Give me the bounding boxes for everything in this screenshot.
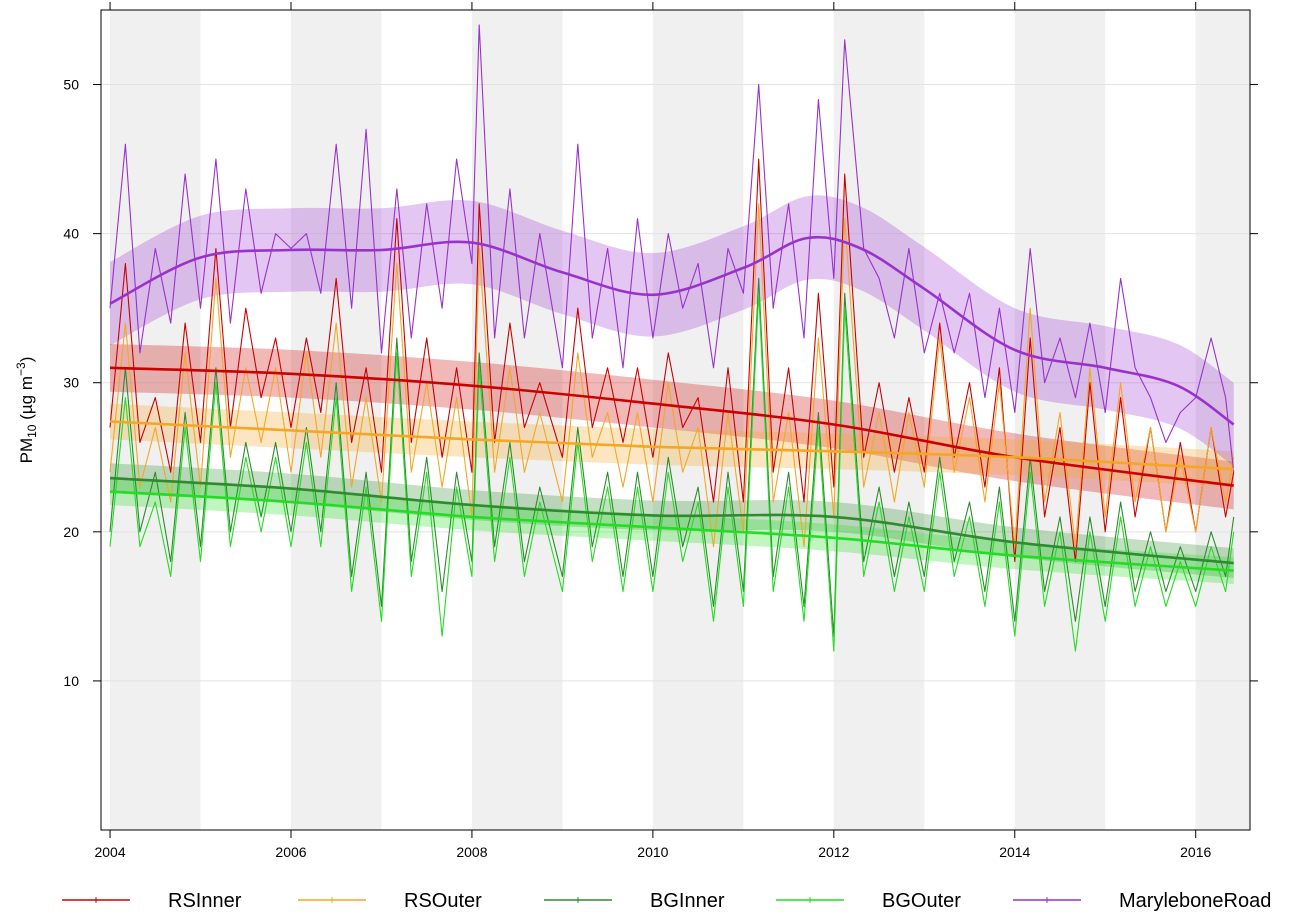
y-axis-title-base: PM xyxy=(17,438,36,464)
y-axis-title: PM10 (µg m−3) xyxy=(14,357,39,464)
confidence-bands xyxy=(110,195,1234,584)
year-stripes xyxy=(110,10,1250,830)
legend-label-bginner: BGInner xyxy=(650,890,725,912)
y-axis-title-sub: 10 xyxy=(25,424,39,438)
y-axis-title-sup: −3 xyxy=(14,362,28,376)
series-layer xyxy=(109,24,1235,652)
series-line-bginner xyxy=(109,277,1235,637)
plot-frame xyxy=(100,9,1251,831)
series-line-rsouter xyxy=(109,203,1235,548)
legend-label-rsouter: RSOuter xyxy=(404,890,482,912)
x-tick-label-2004: 2004 xyxy=(94,844,125,860)
band-rsouter xyxy=(110,403,1234,488)
series-line-rsinner xyxy=(109,158,1235,563)
year-stripe-2012 xyxy=(833,10,925,830)
y-tick-label-30: 30 xyxy=(63,375,79,391)
legend-label-maryleboneroad: MaryleboneRoad xyxy=(1119,890,1271,912)
gridlines xyxy=(101,84,1250,682)
trend-line-bgouter xyxy=(109,490,1234,572)
x-tick-label-2010: 2010 xyxy=(637,844,668,860)
trend-line-bginner xyxy=(109,476,1234,565)
legend-label-rsinner: RSInner xyxy=(168,890,242,912)
x-tick-label-2012: 2012 xyxy=(818,844,849,860)
axes: 10 20 30 40 50 2004 2006 2008 2010 2012 2014 2016 xyxy=(63,2,1258,860)
x-tick-label-2016: 2016 xyxy=(1180,844,1211,860)
trend-lines xyxy=(109,235,1235,572)
y-axis-title-unit-open: (µg m xyxy=(17,376,36,425)
x-tick-label-2006: 2006 xyxy=(275,844,306,860)
band-rsinner xyxy=(110,344,1234,510)
y-axis-title-unit-close: ) xyxy=(17,357,36,363)
x-tick-label-2014: 2014 xyxy=(999,844,1030,860)
legend: RSInner RSOuter BGInner BGOuter MaryleboneRo… xyxy=(62,890,1271,912)
year-stripe-2016 xyxy=(1195,10,1250,830)
band-maryleboneroad xyxy=(110,195,1234,467)
year-stripe-2010 xyxy=(652,10,744,830)
band-bgouter xyxy=(110,478,1234,584)
trend-line-rsouter xyxy=(109,420,1234,471)
trend-line-maryleboneroad xyxy=(109,235,1235,426)
year-stripe-2014 xyxy=(1014,10,1106,830)
y-tick-label-40: 40 xyxy=(63,226,79,242)
x-tick-label-2008: 2008 xyxy=(456,844,487,860)
y-tick-label-50: 50 xyxy=(63,77,79,93)
legend-label-bgouter: BGOuter xyxy=(882,890,961,912)
y-tick-label-20: 20 xyxy=(63,524,79,540)
band-bginner xyxy=(110,463,1234,578)
monthly-lines xyxy=(109,24,1235,652)
y-tick-label-10: 10 xyxy=(63,673,79,689)
